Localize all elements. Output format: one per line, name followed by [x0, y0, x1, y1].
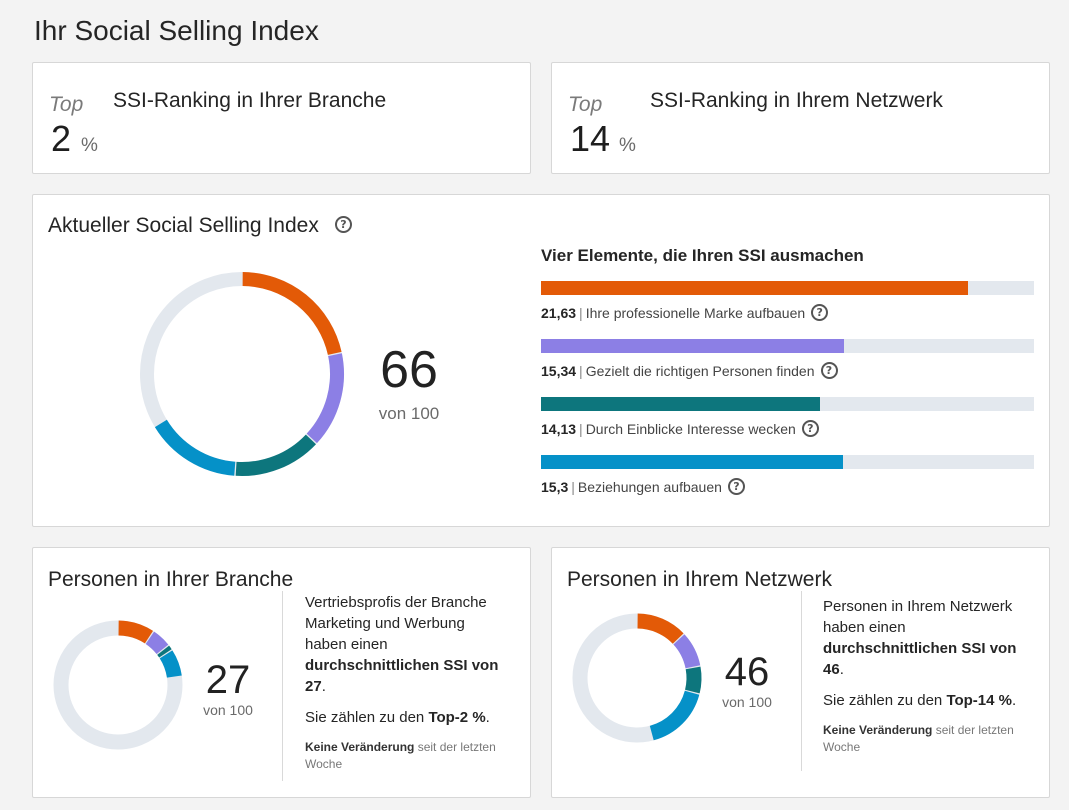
element-bar-fill	[541, 455, 843, 469]
peer-score-max: von 100	[203, 702, 253, 718]
question-circle-icon[interactable]: ?	[335, 216, 352, 233]
peer-rank-text: Sie zählen zu den	[823, 692, 943, 709]
donut-segment-personen	[673, 634, 701, 669]
peer-rank-value: Top-2 %	[428, 709, 486, 726]
rank-label: SSI-Ranking in Ihrem Netzwerk	[650, 89, 943, 112]
peer-change-note: Keine Veränderung seit der letzten Woche	[823, 722, 1033, 756]
donut-segment-personen	[306, 353, 344, 444]
divider	[801, 591, 802, 771]
donut-segment-einblicke	[684, 666, 702, 694]
peer-description-end: .	[321, 678, 326, 695]
rank-percent-unit: %	[619, 135, 636, 156]
peer-change-status: Keine Veränderung	[305, 740, 415, 754]
element-bar-fill	[541, 281, 968, 295]
element-bar-fill	[541, 397, 820, 411]
page-title: Ihr Social Selling Index	[34, 15, 319, 46]
peer-average-ssi: durchschnittlichen SSI von 46	[823, 640, 1017, 678]
peer-rank-value: Top-14 %	[946, 692, 1012, 709]
ssi-score-max: von 100	[378, 404, 440, 423]
peer-average-ssi: durchschnittlichen SSI von 27	[305, 657, 499, 695]
peer-description-end: .	[839, 661, 844, 678]
peer-description-text: Personen in Ihrem Netzwerk haben einen	[823, 598, 1013, 636]
element-label: 21,63 | Ihre professionelle Marke aufbauen…	[541, 304, 829, 322]
rank-top-label: Top	[49, 93, 84, 116]
ranking-card-netzwerk: Top 14 % SSI-Ranking in Ihrem Netzwerk	[551, 62, 1050, 174]
rank-top-label: Top	[568, 93, 603, 116]
donut-segment-einblicke	[157, 645, 172, 658]
peer-description: Personen in Ihrem Netzwerk haben einen d…	[823, 596, 1028, 680]
peer-change-note: Keine Veränderung seit der letzten Woche	[305, 739, 515, 773]
donut-track	[53, 620, 183, 750]
rank-label: SSI-Ranking in Ihrer Branche	[113, 89, 387, 112]
peer-description: Vertriebsprofis der Branche Marketing un…	[305, 592, 510, 697]
donut-segment-einblicke	[235, 434, 316, 476]
element-value: 14,13	[541, 421, 577, 437]
ranking-card-branche: Top 2 % SSI-Ranking in Ihrer Branche	[32, 62, 531, 174]
element-name: Gezielt die richtigen Personen finden	[585, 363, 815, 379]
element-bar-fill	[541, 339, 844, 353]
current-ssi-card: Aktueller Social Selling Index ? 66 von …	[32, 194, 1050, 527]
ssi-score: 66	[380, 341, 438, 399]
element-bar-track	[541, 281, 1034, 295]
separator: |	[571, 479, 575, 495]
donut-segment-marke	[242, 272, 342, 356]
peer-title: Personen in Ihrem Netzwerk	[567, 568, 832, 591]
peer-rank-end: .	[485, 709, 490, 726]
element-label: 14,13 | Durch Einblicke Interesse wecken?	[541, 420, 819, 438]
peer-card-branche: Personen in Ihrer Branche 27 von 100 Ver…	[32, 547, 531, 798]
donut-segment-marke	[118, 620, 154, 644]
element-bar-track	[541, 455, 1034, 469]
peer-score-max: von 100	[722, 694, 772, 710]
element-value: 21,63	[541, 305, 577, 321]
peer-title: Personen in Ihrer Branche	[48, 568, 294, 591]
rank-value: 2	[51, 118, 72, 159]
peer-donut-chart	[53, 620, 183, 750]
donut-segment-beziehungen	[154, 419, 236, 476]
divider	[282, 591, 283, 781]
question-circle-icon[interactable]: ?	[811, 304, 829, 322]
peer-rank: Sie zählen zu den Top-14 %.	[823, 692, 1016, 709]
donut-segment-beziehungen	[159, 650, 182, 679]
element-label: 15,34 | Gezielt die richtigen Personen fin…	[541, 362, 838, 380]
peer-card-netzwerk: Personen in Ihrem Netzwerk 46 von 100 Pe…	[551, 547, 1050, 798]
peer-change-period: seit der letzten Woche	[823, 723, 1014, 754]
element-value: 15,34	[541, 363, 577, 379]
peer-score: 27	[205, 658, 251, 702]
separator: |	[579, 363, 583, 379]
separator: |	[579, 421, 583, 437]
donut-segment-beziehungen	[649, 690, 700, 741]
element-label: 15,3 | Beziehungen aufbauen?	[541, 478, 745, 496]
element-name: Beziehungen aufbauen	[577, 479, 722, 495]
current-ssi-title: Aktueller Social Selling Index	[48, 214, 319, 237]
peer-score: 46	[724, 650, 770, 694]
donut-segment-marke	[637, 613, 684, 644]
question-circle-icon[interactable]: ?	[727, 478, 745, 496]
separator: |	[579, 305, 583, 321]
elements-heading: Vier Elemente, die Ihren SSI ausmachen	[541, 246, 864, 265]
peer-rank: Sie zählen zu den Top-2 %.	[305, 709, 490, 726]
element-bar-track	[541, 339, 1034, 353]
peer-donut-chart	[572, 613, 702, 743]
element-name: Ihre professionelle Marke aufbauen	[585, 305, 806, 321]
ssi-donut-chart	[140, 272, 344, 476]
element-bar-track	[541, 397, 1034, 411]
element-value: 15,3	[541, 479, 569, 495]
element-name: Durch Einblicke Interesse wecken	[585, 421, 796, 437]
peer-rank-end: .	[1012, 692, 1017, 709]
question-circle-icon[interactable]: ?	[820, 362, 838, 380]
rank-percent-unit: %	[81, 135, 98, 156]
peer-rank-text: Sie zählen zu den	[305, 709, 425, 726]
peer-change-status: Keine Veränderung	[823, 723, 933, 737]
question-circle-icon[interactable]: ?	[801, 420, 819, 438]
donut-segment-personen	[145, 631, 169, 655]
peer-change-period: seit der letzten Woche	[305, 740, 496, 771]
peer-description-text: Vertriebsprofis der Branche Marketing un…	[305, 594, 487, 653]
rank-value: 14	[570, 118, 611, 159]
